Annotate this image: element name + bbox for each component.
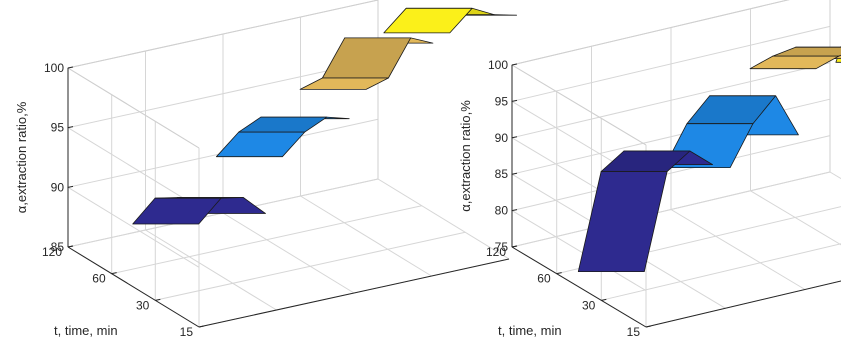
z-tick-mark [67,126,74,129]
x-gridline [145,51,277,311]
x-gridline [300,17,432,277]
ribbon-segment [238,116,328,133]
x-axis-line [645,280,841,328]
z-tick-label: 90 [495,131,509,145]
grid [66,0,510,328]
z-axis-title: α,extraction ratio,% [14,101,29,213]
ribbon-segment [321,37,412,79]
ribbon-series-2 [215,116,350,158]
chart-left: 85 90 95 100 15 30 60 120 α,extraction ratio,% t,… [14,0,517,339]
ribbon-segment [772,46,841,57]
chart-right: 75 80 85 90 95 100 15 30 60 120 α,extraction ratio… [458,0,841,339]
z-tick-label: 85 [51,240,65,254]
z-axis-title: α,extraction ratio,% [458,100,473,212]
x-axis-line [198,258,510,328]
ribbon-segment [577,171,668,273]
z-tick-label: 95 [495,94,509,108]
y-tick-label: 15 [180,325,194,339]
y-axis-title: t, time, min [498,323,562,338]
z-tick-mark [67,185,74,188]
y-tick-mark [111,272,117,275]
ribbon-series-3 [299,37,434,90]
z-tick-label: 80 [495,204,509,218]
y-axis-line [67,246,200,328]
box-outline [510,0,831,172]
y-tick-label: 60 [537,272,551,286]
z-tick-mark [511,63,518,66]
y-tick-label: 15 [627,325,641,339]
z-tick-label: 100 [44,61,64,75]
y-axis-line [511,246,647,328]
y-tick-label: 30 [136,298,150,312]
x-gridline [750,8,841,246]
x-gridline [829,0,841,180]
ribbon-series-1 [132,197,266,225]
ribbon-series-2 [663,95,799,169]
ribbon-series-1 [577,150,713,273]
ribbon-series-4 [383,7,517,34]
y-tick-label: 30 [582,298,596,312]
ribbon-segment [132,197,222,225]
ribbon-segment [600,150,691,173]
y-tick-label: 120 [486,245,506,259]
z-tick-label: 90 [51,180,65,194]
y-tick-mark [645,325,652,328]
y-tick-mark [511,245,518,248]
y-tick-mark [198,325,205,328]
ribbon-segment [749,55,840,70]
z-tick-mark [511,136,518,139]
y-tick-mark [601,298,607,301]
ribbon-segment [299,77,389,90]
z-tick-mark [511,209,518,212]
y-tick-mark [67,245,74,248]
box-outline [66,0,379,179]
y-axis-title: t, time, min [54,323,118,338]
ribbon-segment [383,7,473,34]
ribbons [132,7,517,225]
z-tick-label: 75 [495,240,509,254]
z-tick-label: 85 [495,167,509,181]
z-tick-label: 100 [488,58,508,72]
z-tick-mark [511,99,518,102]
y-tick-label: 120 [42,245,62,259]
ribbons [577,45,841,273]
z-tick-mark [67,66,74,69]
y-tick-label: 60 [92,272,106,286]
z-tick-mark [511,172,518,175]
ribbon-series-3 [749,46,841,70]
x-gridline [670,27,806,290]
ribbon-segment [215,131,306,158]
y-tick-mark [155,298,161,301]
z-tick-label: 95 [51,121,65,135]
y-tick-mark [556,272,562,275]
